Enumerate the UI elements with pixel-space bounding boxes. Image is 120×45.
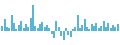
- Bar: [46, 25, 48, 31]
- Bar: [32, 5, 34, 31]
- Bar: [114, 27, 116, 31]
- Bar: [60, 31, 62, 36]
- Bar: [30, 18, 32, 31]
- Bar: [100, 26, 102, 31]
- Bar: [93, 26, 95, 31]
- Bar: [110, 28, 112, 31]
- Bar: [79, 28, 81, 31]
- Bar: [84, 19, 86, 31]
- Bar: [67, 31, 69, 35]
- Bar: [37, 28, 39, 31]
- Bar: [63, 31, 65, 40]
- Bar: [41, 22, 43, 31]
- Bar: [98, 28, 100, 31]
- Bar: [18, 25, 20, 31]
- Bar: [105, 27, 107, 31]
- Bar: [44, 27, 46, 31]
- Bar: [58, 27, 60, 31]
- Bar: [107, 23, 109, 31]
- Bar: [23, 28, 25, 31]
- Bar: [15, 29, 18, 31]
- Bar: [1, 26, 3, 31]
- Bar: [48, 28, 50, 31]
- Bar: [34, 26, 36, 31]
- Bar: [88, 29, 90, 31]
- Bar: [4, 19, 6, 31]
- Bar: [39, 24, 41, 31]
- Bar: [86, 27, 88, 31]
- Bar: [112, 25, 114, 31]
- Bar: [70, 31, 72, 37]
- Bar: [51, 31, 53, 34]
- Bar: [6, 27, 8, 31]
- Bar: [117, 24, 119, 31]
- Bar: [81, 25, 83, 31]
- Bar: [25, 24, 27, 31]
- Bar: [13, 22, 15, 31]
- Bar: [11, 15, 13, 31]
- Bar: [55, 21, 57, 31]
- Bar: [20, 21, 22, 31]
- Bar: [65, 28, 67, 31]
- Bar: [91, 24, 93, 31]
- Bar: [72, 29, 74, 31]
- Bar: [77, 15, 79, 31]
- Bar: [8, 28, 10, 31]
- Bar: [53, 31, 55, 38]
- Bar: [74, 27, 76, 31]
- Bar: [95, 22, 97, 31]
- Bar: [102, 21, 105, 31]
- Bar: [27, 27, 29, 31]
